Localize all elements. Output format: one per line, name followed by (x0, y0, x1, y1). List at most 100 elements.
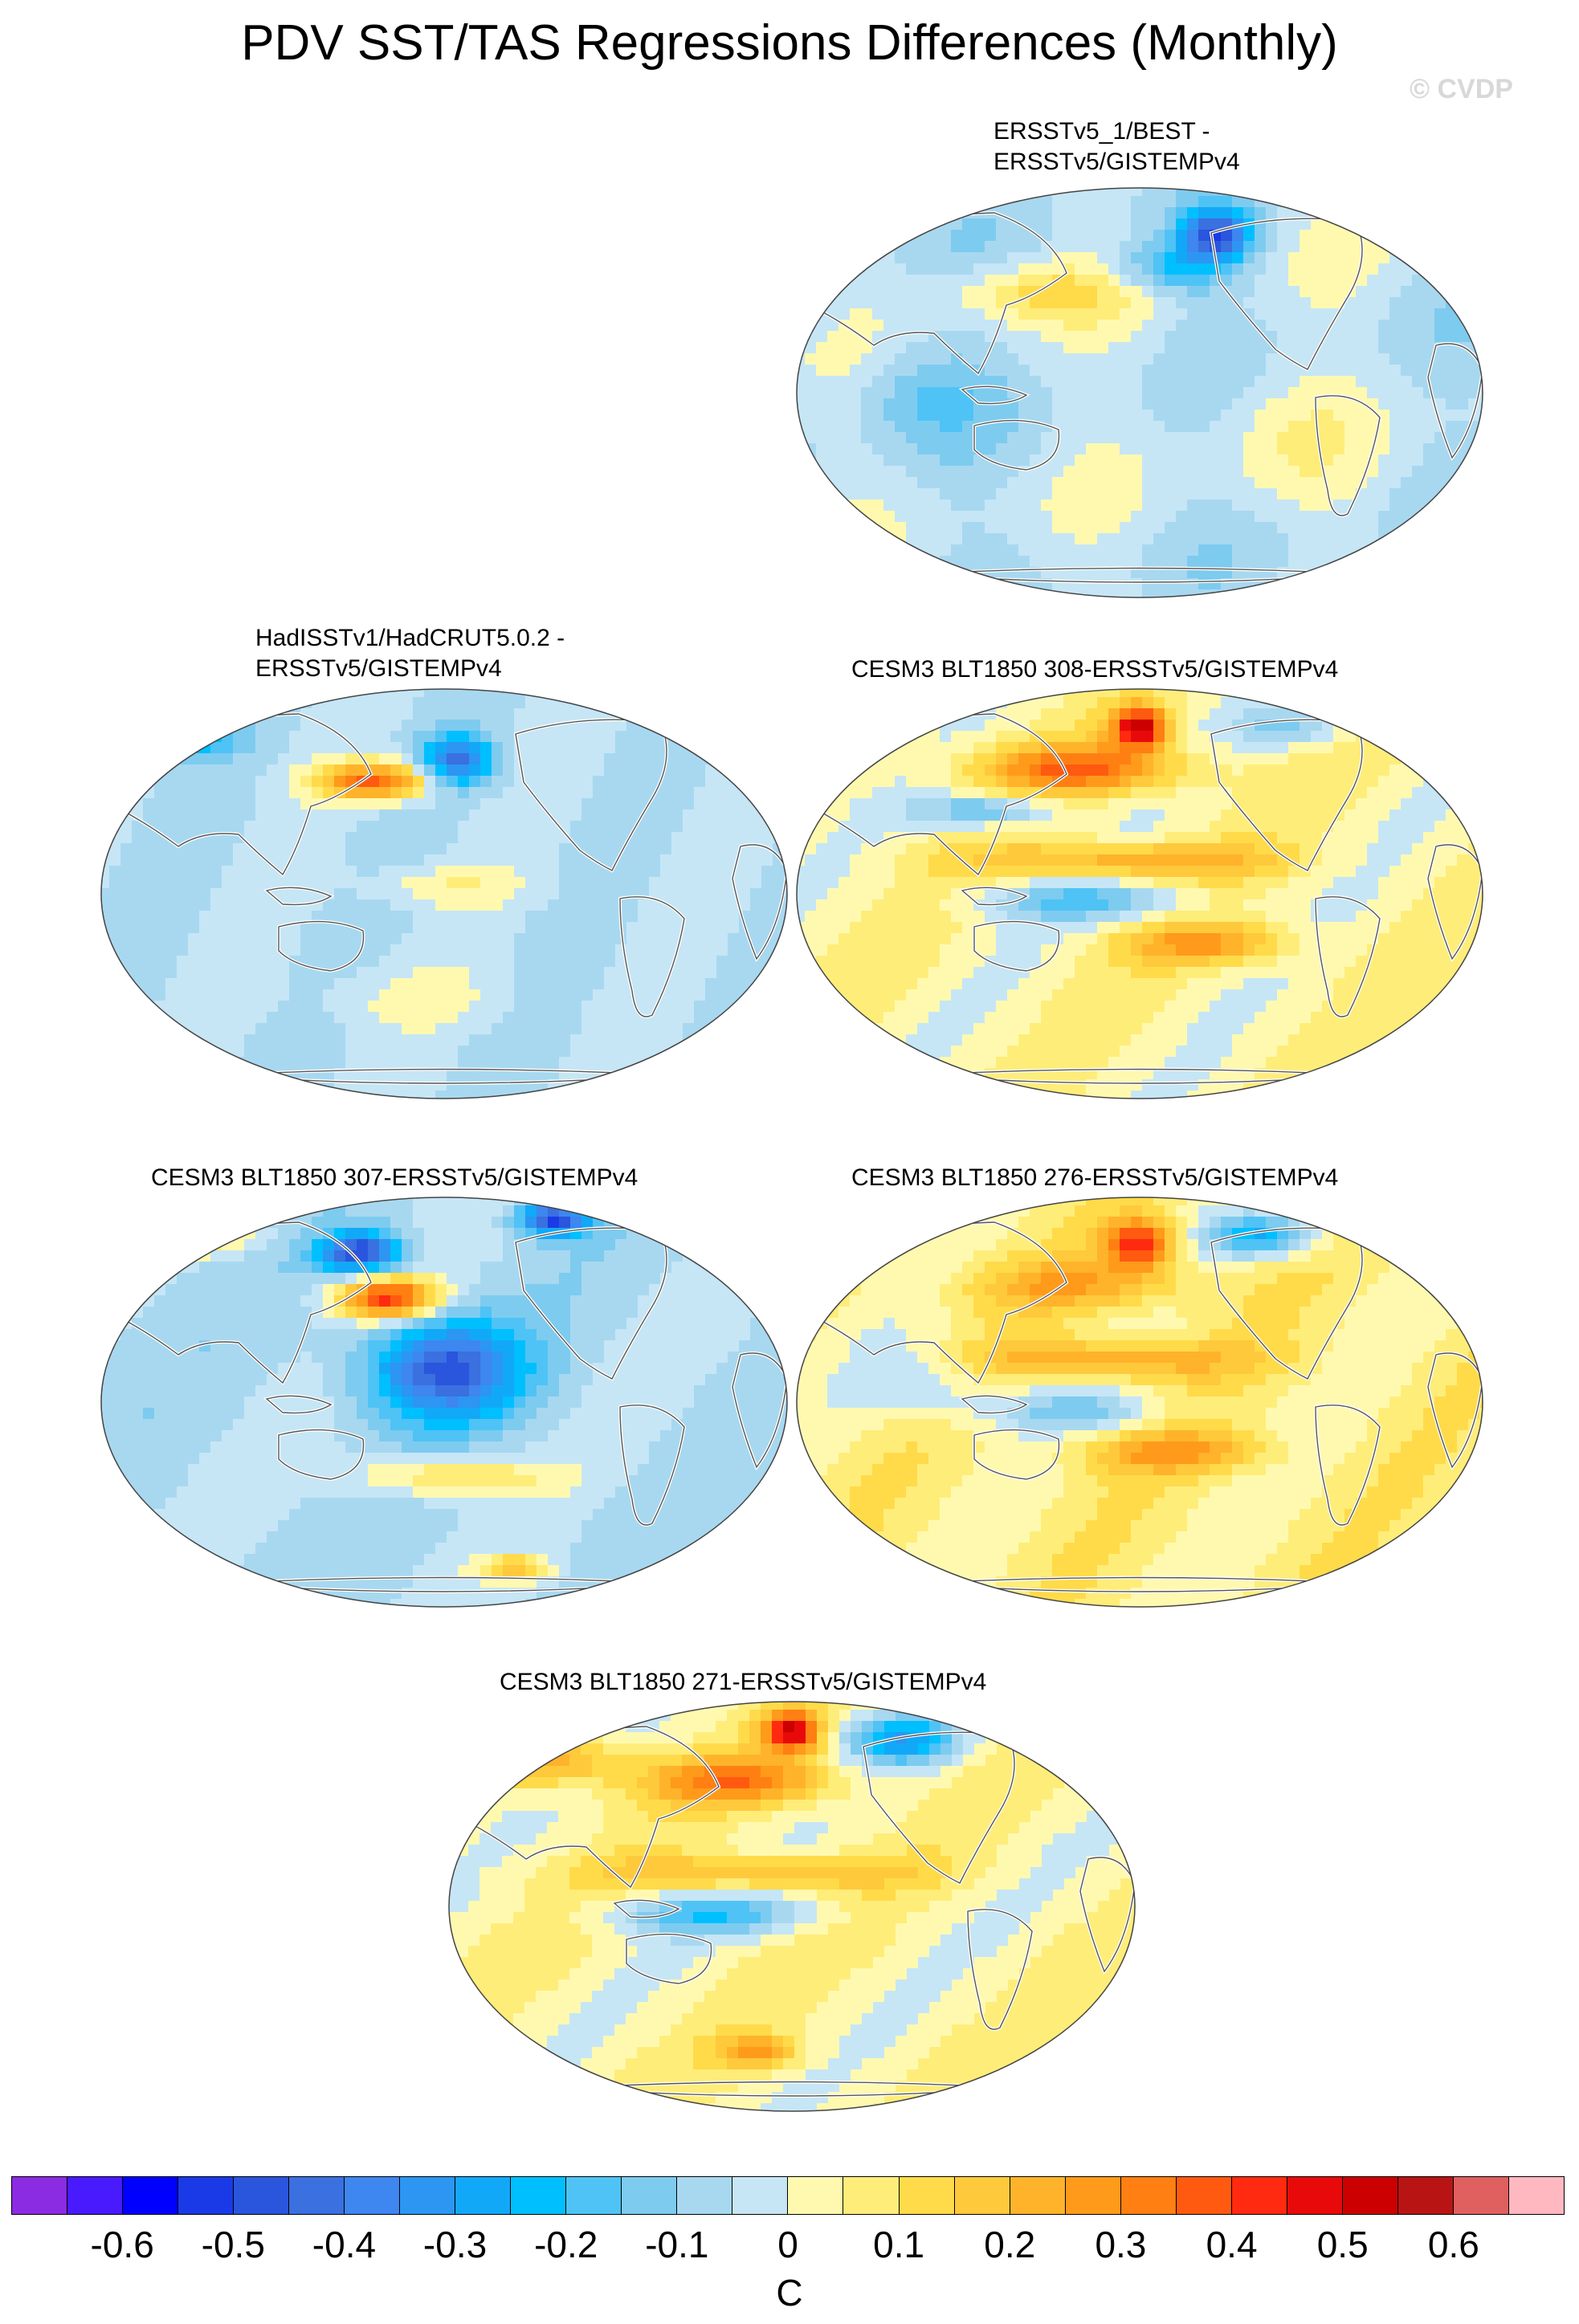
map-cell (199, 1023, 211, 1035)
map-cell (739, 832, 751, 844)
map-cell (1356, 365, 1368, 377)
map-cell (537, 899, 549, 911)
map-cell (368, 753, 380, 765)
map-cell (1142, 252, 1154, 264)
map-cell (1007, 320, 1019, 332)
map-cell (1063, 252, 1075, 264)
map-cell (1131, 421, 1143, 433)
map-cell (816, 511, 828, 523)
map-cell (222, 798, 234, 810)
map-cell (390, 1023, 402, 1035)
map-cell (683, 708, 695, 720)
map-cell (101, 956, 110, 968)
map-cell (548, 1012, 560, 1024)
map-cell (1457, 188, 1469, 197)
map-cell (1086, 353, 1098, 365)
map-cell (177, 899, 189, 911)
map-cell (379, 944, 391, 956)
map-cell (1243, 286, 1255, 298)
map-cell (683, 832, 695, 844)
map-cell (413, 1046, 425, 1058)
map-cell (1468, 207, 1480, 219)
map-cell (312, 708, 324, 720)
map-cell (1187, 387, 1199, 399)
map-cell (447, 742, 459, 754)
map-cell (447, 1046, 459, 1058)
map-cell (379, 933, 391, 945)
map-cell (1412, 742, 1424, 754)
map-cell (199, 1057, 211, 1069)
map-cell (716, 697, 728, 709)
map-cell (1401, 589, 1413, 597)
map-cell (739, 866, 751, 878)
map-cell (660, 944, 672, 956)
map-cell (750, 888, 762, 900)
map-cell (1255, 410, 1267, 422)
map-cell (312, 843, 324, 855)
map-cell (850, 689, 862, 698)
map-cell (951, 522, 963, 534)
map-cell (626, 944, 639, 956)
map-cell (559, 809, 571, 822)
map-cell (1423, 578, 1435, 590)
map-cell (1041, 218, 1053, 230)
map-cell (895, 432, 907, 444)
map-cell (267, 967, 279, 979)
map-cell (1018, 365, 1030, 377)
map-cell (1176, 689, 1188, 698)
map-cell (951, 511, 963, 523)
map-cell (469, 697, 481, 709)
map-cell (278, 854, 290, 866)
map-cell (1131, 387, 1143, 399)
map-cell (390, 922, 402, 934)
map-cell (1457, 533, 1469, 545)
map-cell (1266, 589, 1278, 597)
map-cell (850, 533, 862, 545)
map-cell (289, 776, 301, 788)
map-cell (1311, 511, 1323, 523)
map-cell (1052, 466, 1064, 478)
map-cell (1210, 589, 1222, 597)
map-cell (154, 1079, 166, 1091)
map-cell (761, 708, 773, 720)
map-cell (469, 843, 481, 855)
map-cell (805, 241, 817, 253)
map-cell (435, 967, 447, 979)
map-cell (413, 843, 425, 855)
map-cell (996, 589, 1008, 597)
map-cell (797, 275, 806, 287)
map-cell (255, 1001, 267, 1013)
map-cell (1097, 218, 1109, 230)
map-cell (1063, 522, 1075, 534)
map-cell (1401, 297, 1413, 309)
map-cell (716, 922, 728, 934)
map-cell (705, 944, 717, 956)
map-cell (1063, 488, 1075, 500)
map-cell (570, 1023, 582, 1035)
map-cell (1007, 556, 1019, 568)
map-cell (1412, 230, 1424, 242)
map-cell (1063, 731, 1075, 743)
map-cell (850, 218, 862, 230)
map-cell (716, 944, 728, 956)
map-cell (525, 922, 537, 934)
map-cell (177, 1068, 189, 1080)
map-cell (1266, 533, 1278, 545)
map-cell (1063, 188, 1075, 197)
map-cell (210, 922, 222, 934)
map-cell (165, 708, 177, 720)
map-cell (1311, 697, 1323, 709)
map-cell (435, 1023, 447, 1035)
map-cell (1210, 320, 1222, 332)
map-cell (805, 320, 817, 332)
map-cell (1322, 342, 1334, 354)
map-cell (773, 1023, 785, 1035)
map-cell (345, 933, 357, 945)
map-cell (1389, 410, 1402, 422)
map-cell (143, 1046, 155, 1058)
map-cell (1041, 466, 1053, 478)
map-cell (1075, 731, 1087, 743)
map-cell (660, 854, 672, 866)
map-cell (928, 275, 940, 287)
map-cell (402, 798, 414, 810)
